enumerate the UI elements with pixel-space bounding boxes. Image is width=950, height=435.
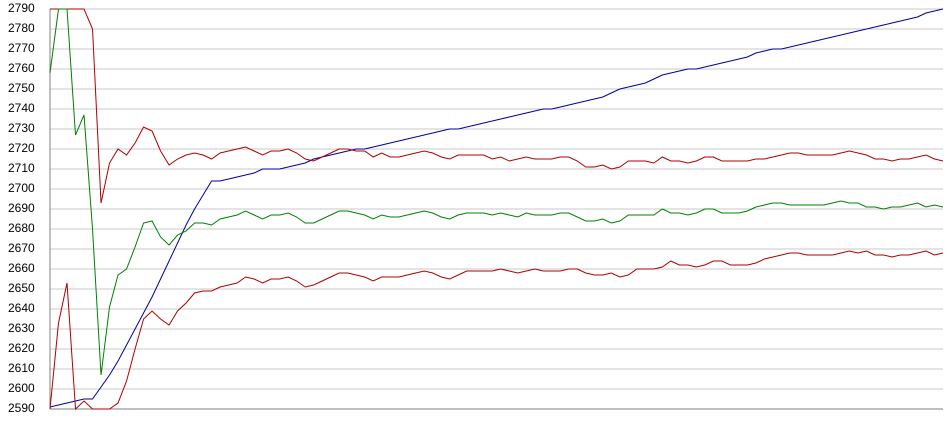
series-line	[50, 8, 944, 204]
y-tick-label: 2650	[8, 281, 35, 295]
series-line	[49, 8, 944, 376]
y-tick-label: 2750	[8, 81, 35, 95]
y-tick-label: 2600	[8, 381, 35, 395]
y-tick-label: 2630	[8, 321, 35, 335]
y-tick-label: 2680	[8, 221, 35, 235]
y-tick-label: 2710	[8, 161, 35, 175]
y-tick-label: 2610	[8, 361, 35, 375]
y-tick-label: 2780	[8, 21, 35, 35]
y-tick-label: 2790	[8, 1, 35, 15]
y-tick-label: 2720	[8, 141, 35, 155]
y-tick-label: 2670	[8, 241, 35, 255]
y-tick-label: 2740	[8, 101, 35, 115]
y-tick-label: 2660	[8, 261, 35, 275]
y-tick-label: 2760	[8, 61, 35, 75]
y-tick-label: 2730	[8, 121, 35, 135]
y-tick-label: 2620	[8, 341, 35, 355]
y-tick-label: 2690	[8, 201, 35, 215]
y-tick-label: 2640	[8, 301, 35, 315]
series-line	[49, 8, 944, 408]
y-tick-label: 2700	[8, 181, 35, 195]
y-tick-label: 2770	[8, 41, 35, 55]
y-tick-label: 2590	[8, 401, 35, 415]
series-line	[49, 250, 944, 411]
